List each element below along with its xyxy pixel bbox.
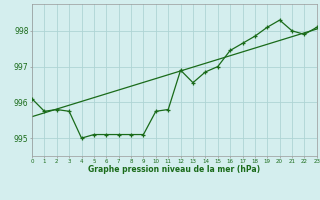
- X-axis label: Graphe pression niveau de la mer (hPa): Graphe pression niveau de la mer (hPa): [88, 165, 260, 174]
